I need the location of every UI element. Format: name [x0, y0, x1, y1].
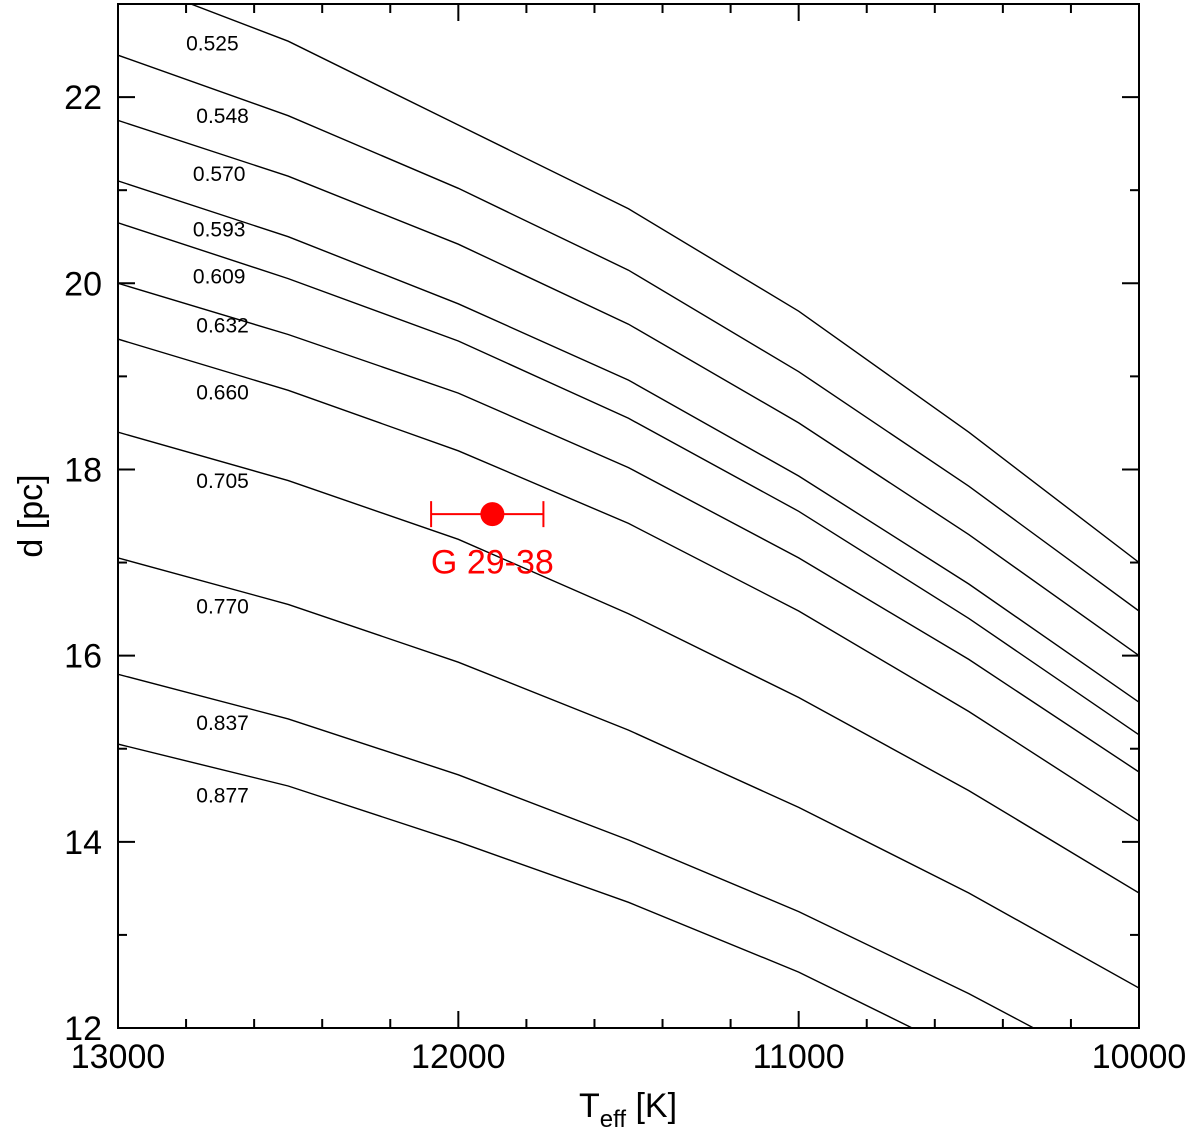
x-tick-label: 12000	[411, 1038, 506, 1076]
mass-curve-0.705	[118, 431, 1139, 894]
axis-tick-labels: 13000 12000 11000 10000 12 14 16 18 20 22	[64, 79, 1186, 1076]
curve-label-0.525: 0.525	[186, 33, 239, 56]
x-tick-label: 13000	[71, 1038, 166, 1076]
curve-label-0.593: 0.593	[193, 219, 246, 242]
curve-label-0.609: 0.609	[193, 265, 246, 288]
mass-curve-0.548	[118, 54, 1139, 612]
curve-label-0.548: 0.548	[196, 105, 249, 128]
x-tick-label: 10000	[1092, 1038, 1187, 1076]
mass-curve-0.660	[118, 338, 1139, 822]
x-tick-label: 11000	[753, 1038, 845, 1076]
x-axis-label: Teff [K]	[579, 1087, 677, 1133]
mass-curve-0.877	[118, 743, 914, 1028]
mass-curve-0.570	[118, 119, 1139, 657]
y-tick-label: 18	[64, 451, 102, 489]
y-tick-label: 22	[64, 79, 102, 117]
plot-frame	[117, 3, 1140, 1029]
mass-curve-0.632	[118, 282, 1139, 773]
axis-ticks	[117, 3, 1140, 1029]
y-tick-label: 12	[64, 1010, 102, 1048]
mass-curve-0.609	[118, 222, 1139, 736]
data-point-label: G 29-38	[431, 544, 554, 582]
curve-label-0.877: 0.877	[196, 785, 249, 808]
curve-labels: 0.525 0.548 0.570 0.593 0.609 0.632 0.660 0.705…	[186, 33, 249, 808]
g-29-38-data-point: G 29-38	[430, 501, 554, 582]
mass-curve-0.770	[118, 557, 1139, 989]
y-tick-label: 20	[64, 265, 102, 303]
curve-label-0.660: 0.660	[196, 382, 249, 405]
mass-curve-0.837	[118, 673, 1036, 1028]
mass-curve-0.593	[118, 180, 1139, 703]
mass-curve-0.525	[188, 4, 1139, 564]
y-tick-label: 14	[64, 824, 102, 862]
y-axis-label: d [pc]	[12, 474, 50, 557]
curve-label-0.632: 0.632	[196, 315, 249, 338]
data-point-marker	[480, 502, 505, 527]
curve-label-0.705: 0.705	[196, 470, 249, 493]
mass-curves	[118, 4, 1139, 1028]
curve-label-0.837: 0.837	[196, 712, 249, 735]
curve-label-0.570: 0.570	[193, 163, 246, 186]
curve-label-0.770: 0.770	[196, 596, 249, 619]
y-tick-label: 16	[64, 638, 102, 676]
